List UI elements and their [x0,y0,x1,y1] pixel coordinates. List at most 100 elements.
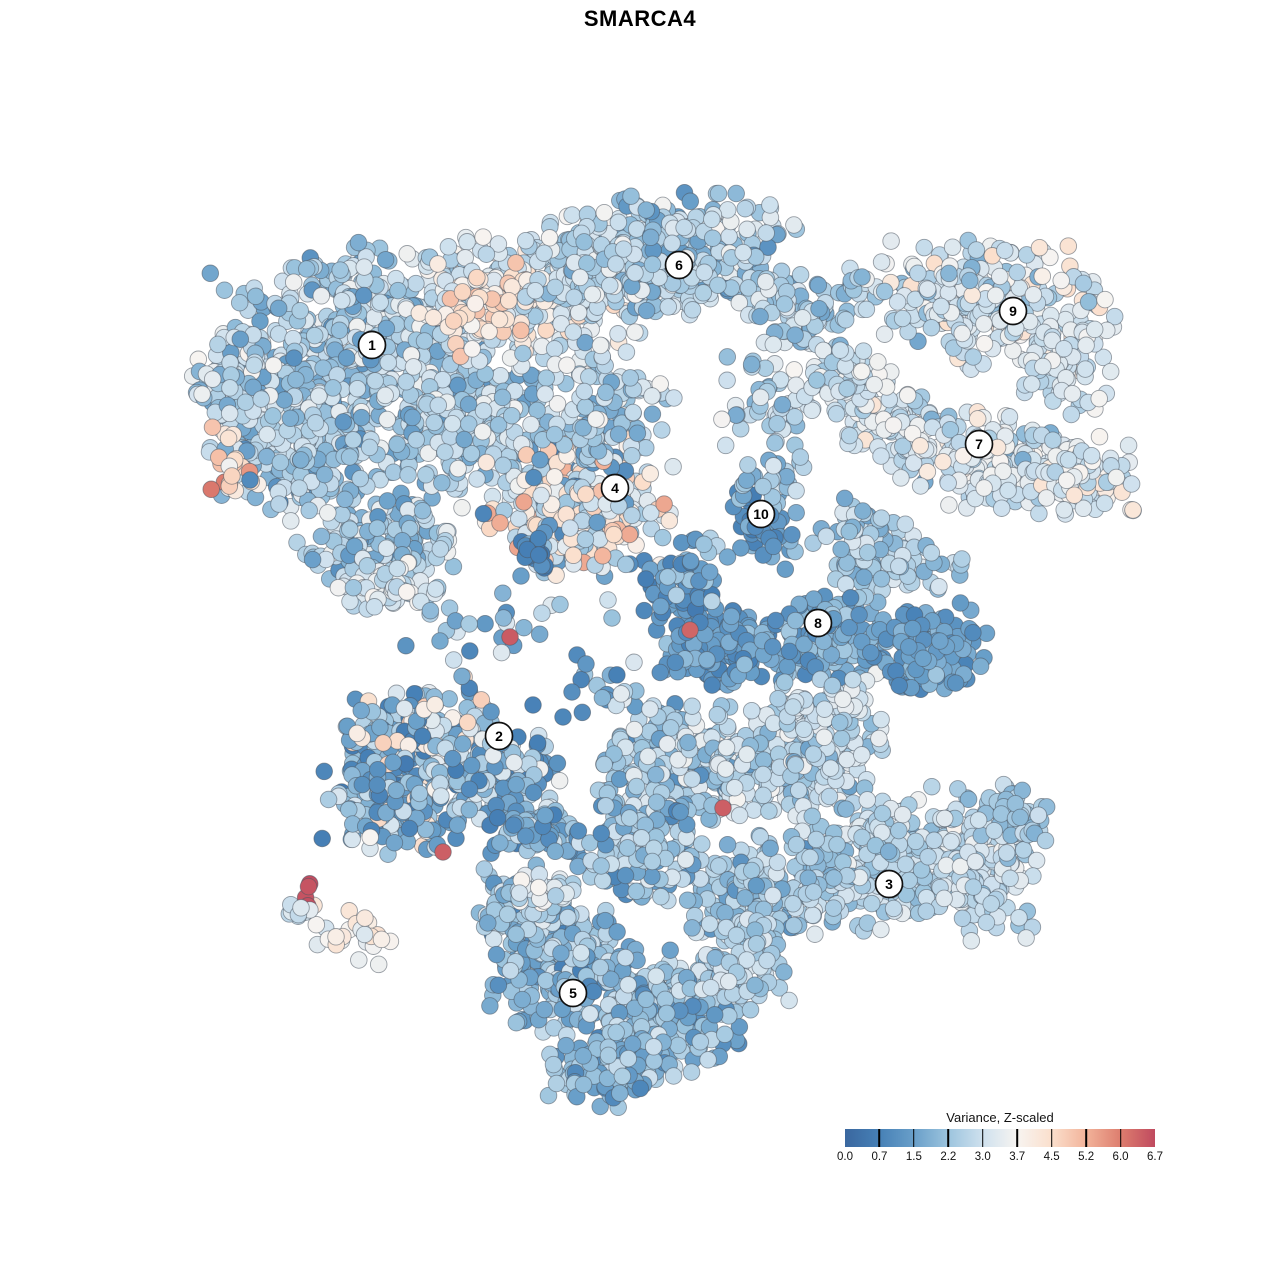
scatter-points [183,183,1142,1117]
data-point [595,755,613,774]
data-point [407,274,425,293]
data-point [444,651,463,669]
data-point [1034,357,1052,376]
data-point [872,509,891,527]
data-point [893,309,912,328]
data-point [739,456,757,474]
data-point [751,307,769,326]
data-point [583,285,602,304]
data-point [292,451,310,469]
data-point [840,426,859,445]
data-point [703,676,721,694]
data-point [836,311,855,329]
data-point [887,662,905,680]
data-point [546,842,564,861]
data-point [964,623,982,642]
data-point [349,233,368,252]
data-point [617,555,635,574]
data-point [1101,362,1120,381]
data-point [964,348,982,366]
data-point [377,319,396,338]
data-point [605,525,623,544]
data-point [290,479,308,497]
data-point [530,625,549,643]
data-point [531,451,549,469]
data-point [444,557,463,576]
data-point [477,453,496,472]
data-point [297,260,316,278]
data-point [953,324,971,343]
data-point [449,459,467,478]
data-point [647,765,665,784]
data-point [337,349,356,367]
data-point [607,255,625,273]
data-point [193,385,211,403]
data-point [655,495,673,513]
data-point [374,734,392,752]
data-point [453,735,472,753]
data-point [378,410,396,429]
data-point [835,489,854,508]
data-point [738,220,756,239]
data-point [397,636,415,655]
data-point [663,234,681,253]
data-point [361,828,379,847]
data-point [817,527,836,546]
data-point [679,733,697,752]
data-point [368,519,387,537]
data-point [627,777,646,796]
data-point [512,321,530,340]
data-point [1090,427,1109,446]
data-point [918,280,937,298]
data-point [545,468,564,486]
data-point [460,780,479,798]
data-point [1059,451,1078,469]
data-point [890,676,908,695]
data-point [809,276,828,294]
data-point [455,430,473,449]
data-point [410,784,429,803]
data-point [975,479,993,497]
data-point [576,530,595,549]
data-point [231,330,250,348]
data-point [628,424,647,442]
data-point [426,695,444,714]
data-point [551,595,569,614]
data-point [282,512,300,530]
data-point [1037,489,1056,507]
data-point [397,373,415,391]
data-point [624,403,642,422]
data-point [507,775,525,794]
data-point [1062,405,1081,424]
data-point [300,501,318,520]
data-point [943,238,962,256]
data-point [201,264,220,283]
data-point [492,643,511,662]
data-point [230,293,249,312]
data-point [514,344,532,363]
data-point [329,578,348,597]
data-point [561,519,579,537]
data-point [535,244,553,262]
data-point [940,264,958,283]
data-point [840,522,859,541]
data-point [968,410,987,428]
data-point [376,250,395,269]
data-point [564,546,583,565]
data-point [1119,436,1138,455]
data-point [387,781,405,800]
data-point [793,309,812,327]
data-point [284,273,303,291]
data-point [1090,389,1108,408]
data-point [975,334,994,353]
data-point [466,294,485,313]
data-point [909,264,927,283]
data-point [491,834,509,852]
data-point [1063,384,1082,403]
data-point [975,315,993,333]
data-point [1122,475,1141,493]
data-point [940,496,958,514]
data-point [1030,504,1048,523]
data-point [444,312,463,330]
